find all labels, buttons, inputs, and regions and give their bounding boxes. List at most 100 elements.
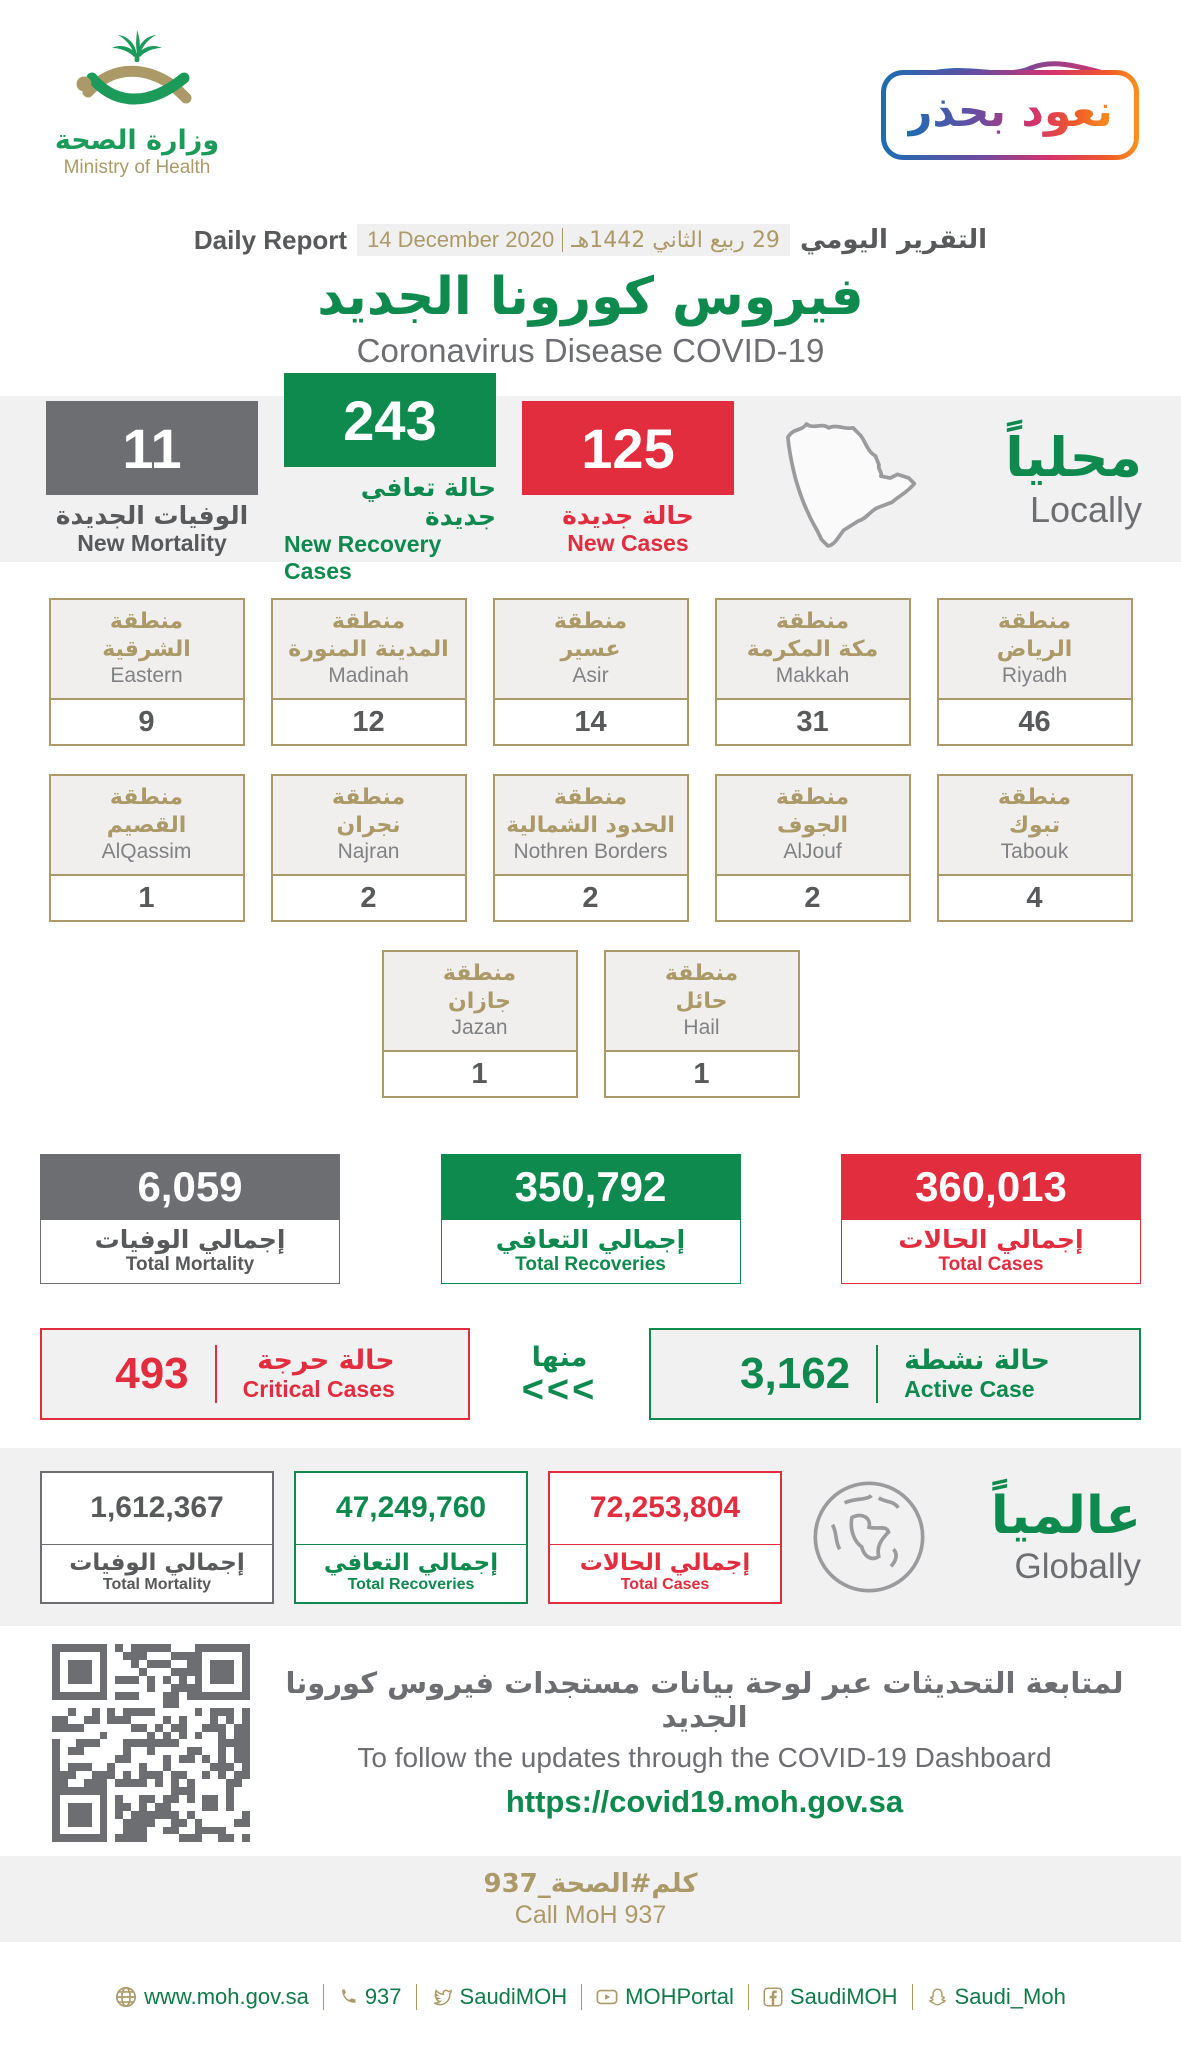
region-card-alqassim: منطقة القصيم AlQassim 1 [48, 774, 245, 923]
globally-label: عالمياً Globally [956, 1485, 1141, 1587]
region-card-makkah: منطقة مكة المكرمة Makkah 31 [714, 598, 911, 747]
call-moh-en: Call MoH 937 [514, 1900, 667, 1929]
region-name-en: Madinah [328, 664, 409, 688]
region-prefix: منطقة [553, 609, 628, 635]
locally-label-en: Locally [1029, 489, 1142, 531]
active-cases-box: 3,162 حالة نشطة Active Case [649, 1328, 1141, 1421]
globe-icon [813, 1481, 925, 1593]
region-name-en: Tabouk [1000, 840, 1069, 864]
new-recovery-value: 243 [284, 373, 496, 468]
global-recoveries-label-en: Total Recoveries [347, 1575, 475, 1593]
footer-link-website[interactable]: www.moh.gov.sa [115, 1984, 309, 2010]
new-cases-label-ar: حالة جديدة [562, 501, 694, 531]
region-name-ar: جازان [447, 988, 512, 1014]
new-mortality-value: 11 [46, 401, 258, 496]
region-prefix: منطقة [664, 961, 739, 987]
region-name-en: Riyadh [1001, 664, 1068, 688]
region-name-en: AlQassim [101, 840, 192, 864]
region-name-ar: القصيم [106, 812, 187, 838]
globally-label-ar: عالمياً [990, 1485, 1141, 1546]
active-label-ar: حالة نشطة [904, 1345, 1050, 1377]
date-divider [562, 228, 564, 252]
region-name-ar: حائل [675, 988, 728, 1014]
locally-label: محلياً Locally [972, 427, 1142, 531]
facebook-icon [763, 1987, 783, 2007]
region-card-madinah: منطقة المدينة المنورة Madinah 12 [270, 598, 467, 747]
region-value: 31 [796, 705, 829, 738]
region-name-ar: المدينة المنورة [288, 636, 449, 662]
region-prefix: منطقة [553, 785, 628, 811]
region-prefix: منطقة [997, 609, 1072, 635]
region-card-aljouf: منطقة الجوف AlJouf 2 [714, 774, 911, 923]
total-cases-label-en: Total Cases [938, 1254, 1044, 1276]
total-recoveries-value: 350,792 [440, 1154, 741, 1221]
region-value: 14 [574, 705, 607, 738]
moh-logo-icon [76, 30, 192, 105]
footer-divider [581, 1984, 583, 2011]
region-name-ar: الجوف [776, 812, 848, 838]
dashboard-line-en: To follow the updates through the COVID-… [357, 1742, 1052, 1774]
footer-link-phone[interactable]: 937 [338, 1984, 402, 2010]
region-name-en: Eastern [110, 664, 183, 688]
phone-icon [341, 1989, 356, 2004]
global-cases: 72,253,804 إجمالي الحالات Total Cases [548, 1470, 782, 1604]
region-prefix: منطقة [775, 785, 850, 811]
new-recovery-label-ar: حالة تعافي جديدة [360, 473, 496, 532]
global-cases-label-en: Total Cases [620, 1575, 710, 1593]
region-card-najran: منطقة نجران Najran 2 [270, 774, 467, 923]
critical-cases-value: 493 [115, 1349, 189, 1399]
region-card-tabouk: منطقة تبوك Tabouk 4 [936, 774, 1133, 923]
dashboard-url-link[interactable]: https://covid19.moh.gov.sa [505, 1784, 904, 1820]
return-with-caution-badge: نعود بحذر [881, 56, 1139, 160]
youtube-icon [596, 1990, 618, 2005]
footer-link-twitter[interactable]: SaudiMOH [431, 1984, 567, 2010]
footer-link-label: 937 [364, 1984, 402, 2010]
region-prefix: منطقة [442, 961, 517, 987]
region-prefix: منطقة [997, 785, 1072, 811]
footer-link-snapchat[interactable]: Saudi_Moh [927, 1984, 1066, 2010]
region-prefix: منطقة [775, 609, 850, 635]
date-hijri: 29 ربيع الثاني 1442هـ [571, 227, 780, 253]
region-value: 2 [804, 881, 821, 914]
region-row-2: منطقة القصيم AlQassim 1 منطقة نجران Najr… [0, 774, 1181, 923]
region-value: 9 [138, 705, 155, 738]
region-card-jazan: منطقة جازان Jazan 1 [381, 950, 578, 1099]
logo-arabic: وزارة الصحة [54, 125, 220, 156]
of-which-label: منها [531, 1341, 588, 1373]
region-value: 4 [1026, 881, 1043, 914]
snapchat-icon [928, 1988, 946, 2006]
critical-divider [214, 1345, 217, 1404]
region-card-riyadh: منطقة الرياض Riyadh 46 [936, 598, 1133, 747]
region-name-ar: نجران [336, 812, 401, 838]
global-mortality-value: 1,612,367 [42, 1473, 272, 1545]
region-name-ar: الرياض [996, 636, 1073, 662]
region-card-hail: منطقة حائل Hail 1 [603, 950, 800, 1099]
region-value: 12 [352, 705, 385, 738]
global-recoveries: 47,249,760 إجمالي التعافي Total Recoveri… [294, 1470, 528, 1604]
new-cases-stat: 125 حالة جديدة New Cases [522, 401, 734, 557]
footer-link-label: MOHPortal [625, 1984, 734, 2010]
active-label-en: Active Case [904, 1376, 1035, 1403]
footer-links: www.moh.gov.sa 937 SaudiMOH MOHPortal Sa… [0, 1984, 1181, 2011]
global-mortality-label-en: Total Mortality [102, 1575, 212, 1593]
critical-cases-box: 493 حالة حرجة Critical Cases [40, 1328, 470, 1421]
region-name-en: Hail [683, 1016, 720, 1040]
region-name-ar: عسير [560, 636, 621, 662]
total-mortality-value: 6,059 [40, 1154, 340, 1221]
dashboard-section: لمتابعة التحديثات عبر لوحة بيانات مستجدا… [0, 1640, 1181, 1846]
region-name-en: Makkah [775, 664, 850, 688]
header: وزارة الصحة Ministry of Health نعود بحذر [0, 0, 1181, 190]
moh-logo: وزارة الصحة Ministry of Health [52, 26, 222, 179]
footer-link-youtube[interactable]: MOHPortal [596, 1984, 734, 2010]
new-recovery-label-en: New Recovery Cases [284, 531, 442, 585]
globally-section: 1,612,367 إجمالي الوفيات Total Mortality… [0, 1448, 1181, 1627]
footer-link-label: Saudi_Moh [954, 1984, 1066, 2010]
total-mortality: 6,059 إجمالي الوفيات Total Mortality [40, 1154, 340, 1285]
active-cases-value: 3,162 [740, 1349, 851, 1399]
global-cases-value: 72,253,804 [550, 1473, 780, 1545]
total-recoveries-label-en: Total Recoveries [515, 1254, 666, 1276]
footer-link-facebook[interactable]: SaudiMOH [763, 1984, 898, 2010]
region-name-ar: الحدود الشمالية [506, 812, 675, 838]
twitter-icon [433, 1989, 452, 2006]
regions-grid: منطقة الشرقية Eastern 9 منطقة المدينة ال… [0, 562, 1181, 1099]
